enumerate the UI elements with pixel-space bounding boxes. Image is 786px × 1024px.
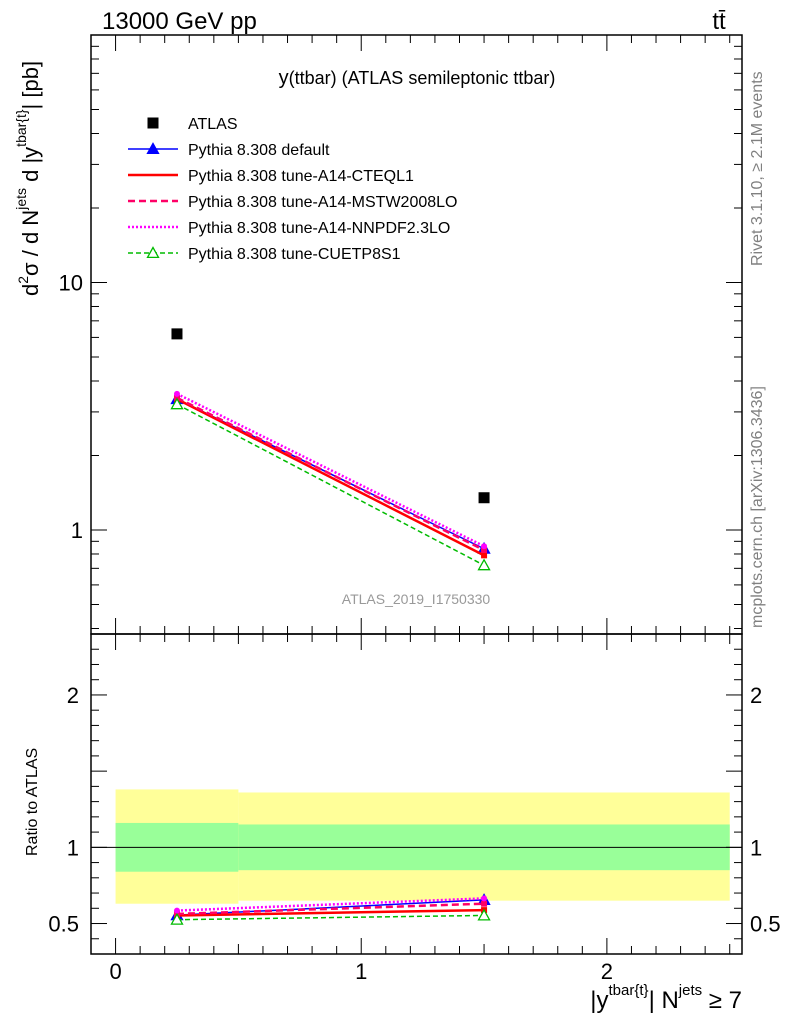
main-ylabel: d2σ / d Njets d |ytbar{t}| [pb]	[13, 61, 43, 296]
xlabel-mid: | N	[649, 987, 679, 1014]
ratio-marker-nnpdf-1	[481, 895, 488, 902]
ratio-line-cteql1	[176, 908, 485, 917]
legend-mstw-label: Pythia 8.308 tune-A14-MSTW2008LO	[188, 194, 457, 211]
watermark: ATLAS_2019_I1750330	[342, 591, 491, 607]
ylabel-sup-2: 2	[15, 276, 31, 284]
mcplots-label: mcplots.cern.ch [arXiv:1306.3436]	[749, 386, 766, 628]
main-ytick-label: 1	[71, 518, 83, 543]
main-marker-cteql1-1	[481, 552, 488, 559]
ratio-frame	[90, 633, 743, 955]
ratio-marker-nnpdf-0	[173, 907, 180, 914]
xlabel-sup-jets: jets	[678, 982, 702, 999]
main-title-rest: (ttbar) (ATLAS semileptonic ttbar)	[289, 68, 556, 88]
main-marker-nnpdf-0	[173, 390, 180, 397]
main-ytick-label: 10	[59, 270, 83, 295]
legend: ATLAS Pythia 8.308 default Pythia 8.308 tu…	[128, 116, 457, 263]
main-marker-cuetp-1	[477, 558, 491, 571]
xlabel-start: |y	[590, 987, 608, 1014]
ratio-marker-cuetp-1	[477, 908, 491, 921]
ratio-xtick-label: 2	[601, 959, 613, 984]
ratio-ytick-label-left: 2	[67, 683, 79, 708]
header-energy: 13000 GeV pp	[102, 8, 257, 35]
ylabel-end: | [pb]	[18, 61, 43, 110]
ratio-xtick-label: 1	[355, 959, 367, 984]
ylabel-sup-tbar: tbar{t}	[13, 109, 29, 147]
main-axis-ticks: 1 10	[59, 34, 742, 634]
legend-default-label: Pythia 8.308 default	[188, 142, 330, 159]
ylabel-d: d	[18, 284, 43, 296]
main-marker-mstw-1	[481, 547, 488, 554]
ratio-panel: 0.5 0.5 1 1 2 2 0 1 2 Ratio to ATLAS |ytbar{t}| …	[24, 633, 781, 1014]
legend-nnpdf-label: Pythia 8.308 tune-A14-NNPDF2.3LO	[188, 220, 450, 237]
main-line-nnpdf	[176, 392, 485, 548]
ratio-ytick-label-left: 0.5	[48, 912, 79, 937]
main-panel: 110 y(ttbar) (ATLAS semileptonic ttbar) …	[13, 34, 743, 635]
ratio-line-mstw	[176, 902, 485, 916]
rivet-label: Rivet 3.1.10, ≥ 2.1M events	[749, 71, 766, 266]
legend-cuetp-marker	[146, 246, 160, 259]
ratio-ylabel: Ratio to ATLAS	[24, 748, 41, 856]
ratio-line-default	[176, 899, 485, 916]
ratio-line-cuetp	[176, 914, 485, 921]
legend-atlas-label: ATLAS	[188, 116, 238, 133]
atlas-point-1	[478, 492, 490, 504]
ratio-ytick-label-right: 2	[750, 683, 762, 708]
ratio-xlabel: |ytbar{t}| Njets ≥ 7	[590, 982, 742, 1014]
main-marker-cuetp-0	[170, 397, 184, 410]
atlas-point-0	[171, 328, 183, 340]
xlabel-end: ≥ 7	[702, 987, 742, 1014]
ratio-data-layer	[91, 789, 742, 925]
main-line-cuetp	[176, 403, 485, 566]
main-line-mstw	[176, 396, 485, 552]
xlabel-sup-tbar: tbar{t}	[609, 982, 649, 999]
ylabel-sup-jets: jets	[13, 188, 29, 211]
ratio-ytick-label-right: 0.5	[750, 912, 781, 937]
header-process: tt̄	[712, 8, 726, 35]
ratio-ytick-label-right: 1	[750, 835, 762, 860]
main-title: y(ttbar) (ATLAS semileptonic ttbar)	[279, 67, 556, 89]
legend-default-marker	[146, 142, 160, 155]
ratio-axis-ticks: 0.5 0.5 1 1 2 2 0 1 2	[48, 633, 781, 984]
ratio-ytick-label-left: 1	[67, 835, 79, 860]
legend-cteql1-label: Pythia 8.308 tune-A14-CTEQL1	[188, 168, 414, 185]
main-marker-nnpdf-1	[481, 543, 488, 550]
main-data-layer	[170, 328, 491, 571]
ylabel-dy: d |y	[18, 147, 43, 188]
main-title-y: y	[279, 67, 289, 89]
ylabel-sigma: σ / d N	[18, 210, 43, 276]
ratio-xtick-label: 0	[109, 959, 121, 984]
legend-atlas-marker	[147, 117, 159, 129]
legend-cuetp-label: Pythia 8.308 tune-CUETP8S1	[188, 246, 401, 263]
ratio-marker-cuetp-0	[170, 912, 184, 925]
ratio-line-nnpdf	[176, 897, 485, 912]
main-line-cteql1	[176, 397, 485, 557]
ratio-marker-mstw-1	[481, 900, 488, 907]
